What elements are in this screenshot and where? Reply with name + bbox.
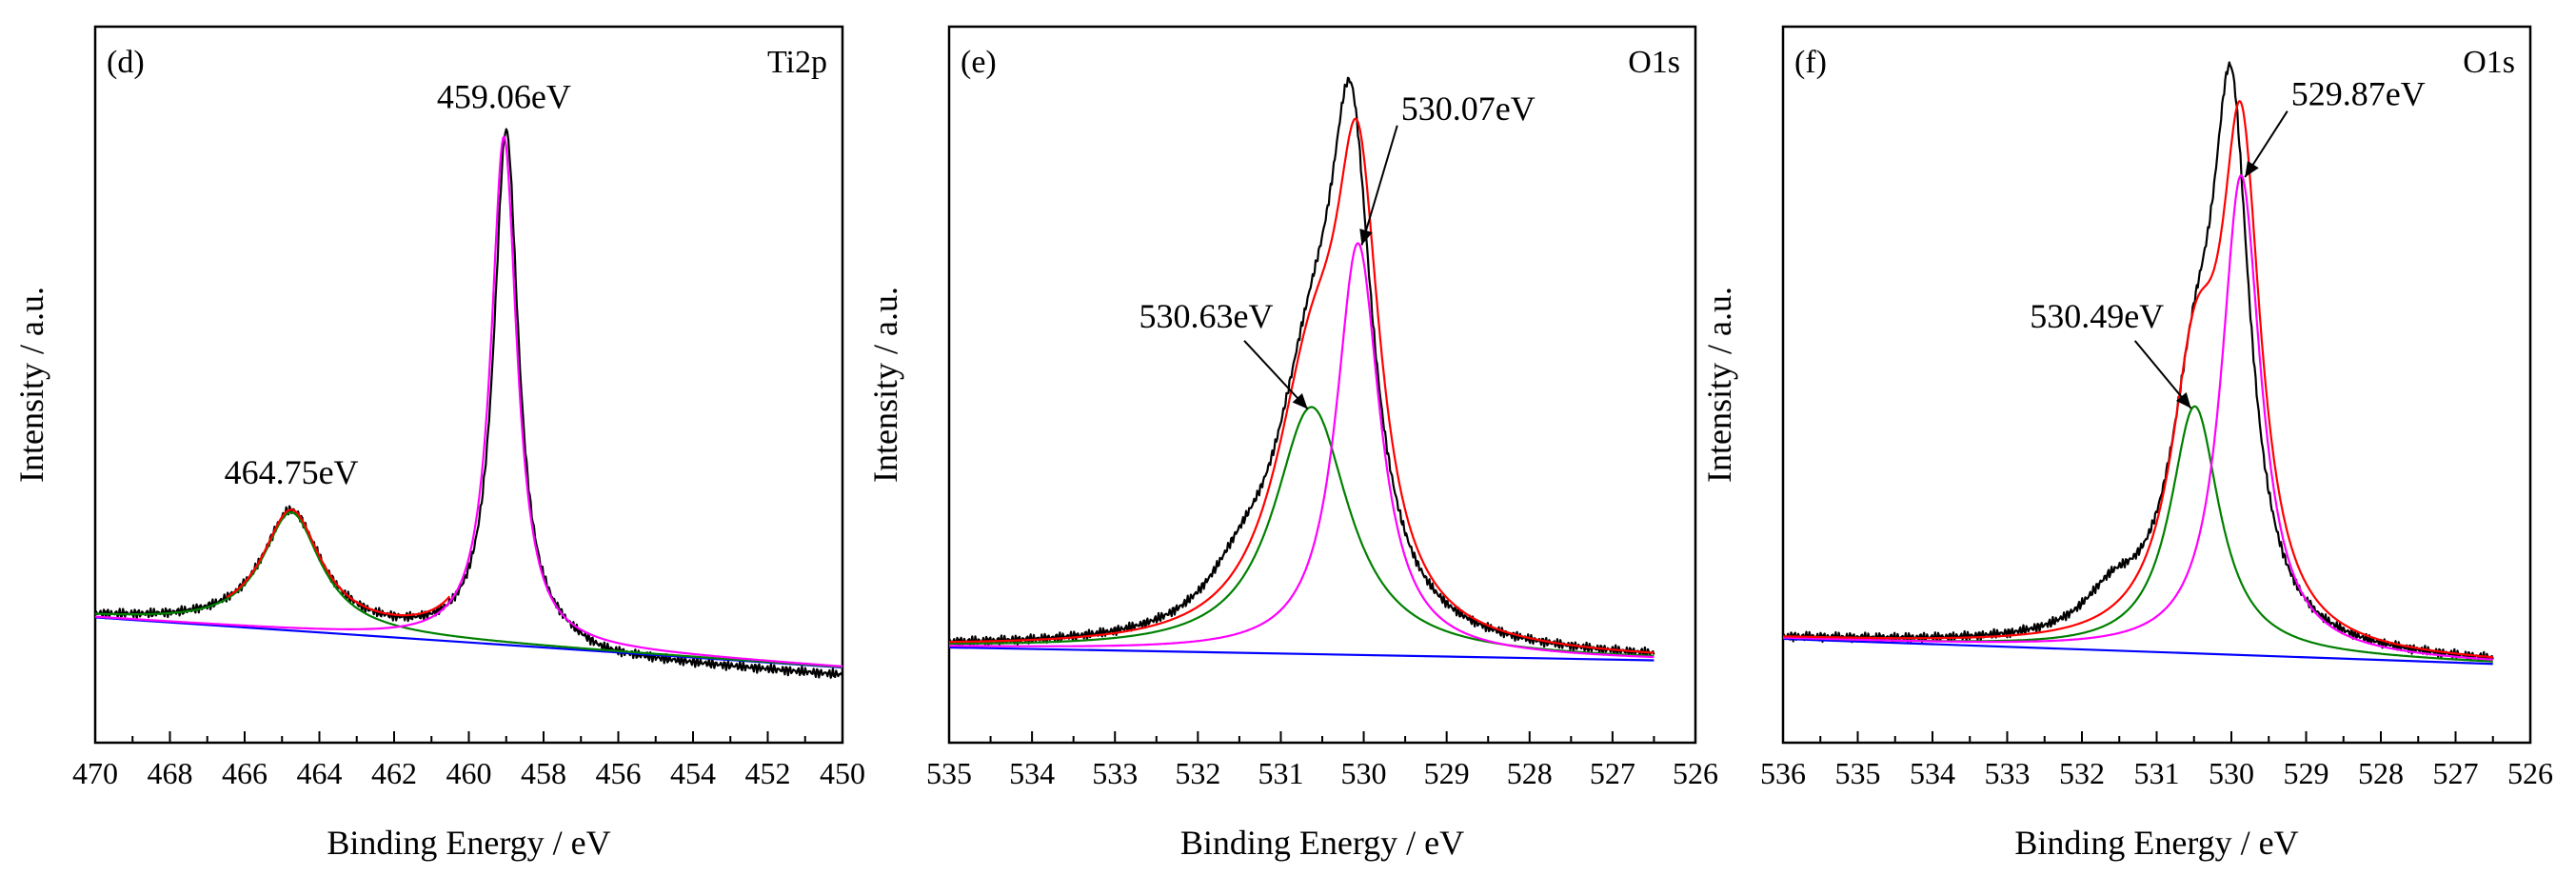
x-tick-label: 454 [670,756,716,790]
x-tick-label: 535 [1835,756,1881,790]
fit-component-2 [1783,174,2493,661]
x-axis-title: Binding Energy / eV [2014,824,2298,862]
x-tick-label: 529 [1424,756,1470,790]
fit-envelope [949,117,1655,654]
x-tick-label: 534 [1910,756,1955,790]
x-tick-label: 456 [596,756,642,790]
x-tick-label: 531 [2134,756,2180,790]
x-tick-label: 531 [1258,756,1303,790]
x-axis-title: Binding Energy / eV [1180,824,1464,862]
x-tick-label: 528 [2358,756,2404,790]
x-tick-label: 452 [745,756,791,790]
x-tick-label: 460 [446,756,492,790]
x-tick-label: 532 [1175,756,1220,790]
peak-label: 529.87eV [2291,75,2426,113]
x-tick-label: 529 [2284,756,2329,790]
fit-component-2 [94,135,843,667]
peak-label: 464.75eV [225,453,359,491]
x-tick-label: 528 [1507,756,1553,790]
chart-panel-3: 536 535 534 533 532 531 530 529 528 527 526 Binding… [1700,25,2553,862]
annotation-arrow-line [1360,125,1398,246]
x-tick-label: 536 [1760,756,1806,790]
x-axis-title: Binding Energy / eV [327,824,610,862]
x-tick-label: 462 [371,756,417,790]
chart-panel-1: 470 468 466 464 462 460 458 456 454 452 450 Binding… [12,25,865,862]
x-tick-label: 470 [72,756,118,790]
peak-label: 530.49eV [2030,297,2164,335]
panel-label: (d) [107,45,145,80]
x-tick-label: 527 [2433,756,2479,790]
fit-envelope [1782,100,2493,659]
x-tick-label: 532 [2059,756,2105,790]
x-tick-label: 534 [1009,756,1055,790]
x-tick-label: 464 [297,756,343,790]
x-tick-label: 526 [2507,756,2553,790]
y-axis-title: Intensity / a.u. [12,287,50,483]
annotation-arrowhead [2245,160,2259,178]
x-tick-label: 527 [1590,756,1635,790]
chart-panel-2: 535 534 533 532 531 530 529 528 527 526 Binding En… [866,25,1718,862]
x-tick-label: 533 [1985,756,2031,790]
element-label: O1s [2463,45,2515,80]
y-axis-title: Intensity / a.u. [1700,287,1738,483]
experimental-spectrum [94,128,844,679]
panel-label: (e) [961,45,997,80]
annotation-arrow-line [1243,340,1309,410]
peak-label: 530.63eV [1139,297,1274,335]
experimental-spectrum [1782,61,2494,663]
x-tick-label: 450 [820,756,865,790]
x-tick-label: 533 [1092,756,1138,790]
fit-component-1 [95,511,842,668]
background-baseline [948,646,1655,662]
annotation-arrowhead [1359,229,1373,246]
x-tick-label: 466 [222,756,268,790]
x-tick-label: 458 [521,756,566,790]
fit-envelope [226,508,451,617]
background-baseline [1782,637,2493,666]
x-tick-label: 530 [2209,756,2254,790]
fit-component-2 [949,242,1655,659]
element-label: O1s [1628,45,1680,80]
element-label: Ti2p [767,45,827,80]
x-tick-label: 530 [1341,756,1387,790]
x-tick-label: 468 [148,756,193,790]
x-tick-label: 535 [926,756,972,790]
y-axis-title: Intensity / a.u. [866,287,904,483]
peak-label: 459.06eV [437,77,571,115]
x-tick-label: 526 [1673,756,1718,790]
experimental-spectrum [948,76,1655,658]
panel-label: (f) [1794,45,1827,80]
peak-label: 530.07eV [1401,90,1536,128]
annotation-arrowhead [2175,392,2191,408]
annotation-arrowhead [1292,393,1308,409]
